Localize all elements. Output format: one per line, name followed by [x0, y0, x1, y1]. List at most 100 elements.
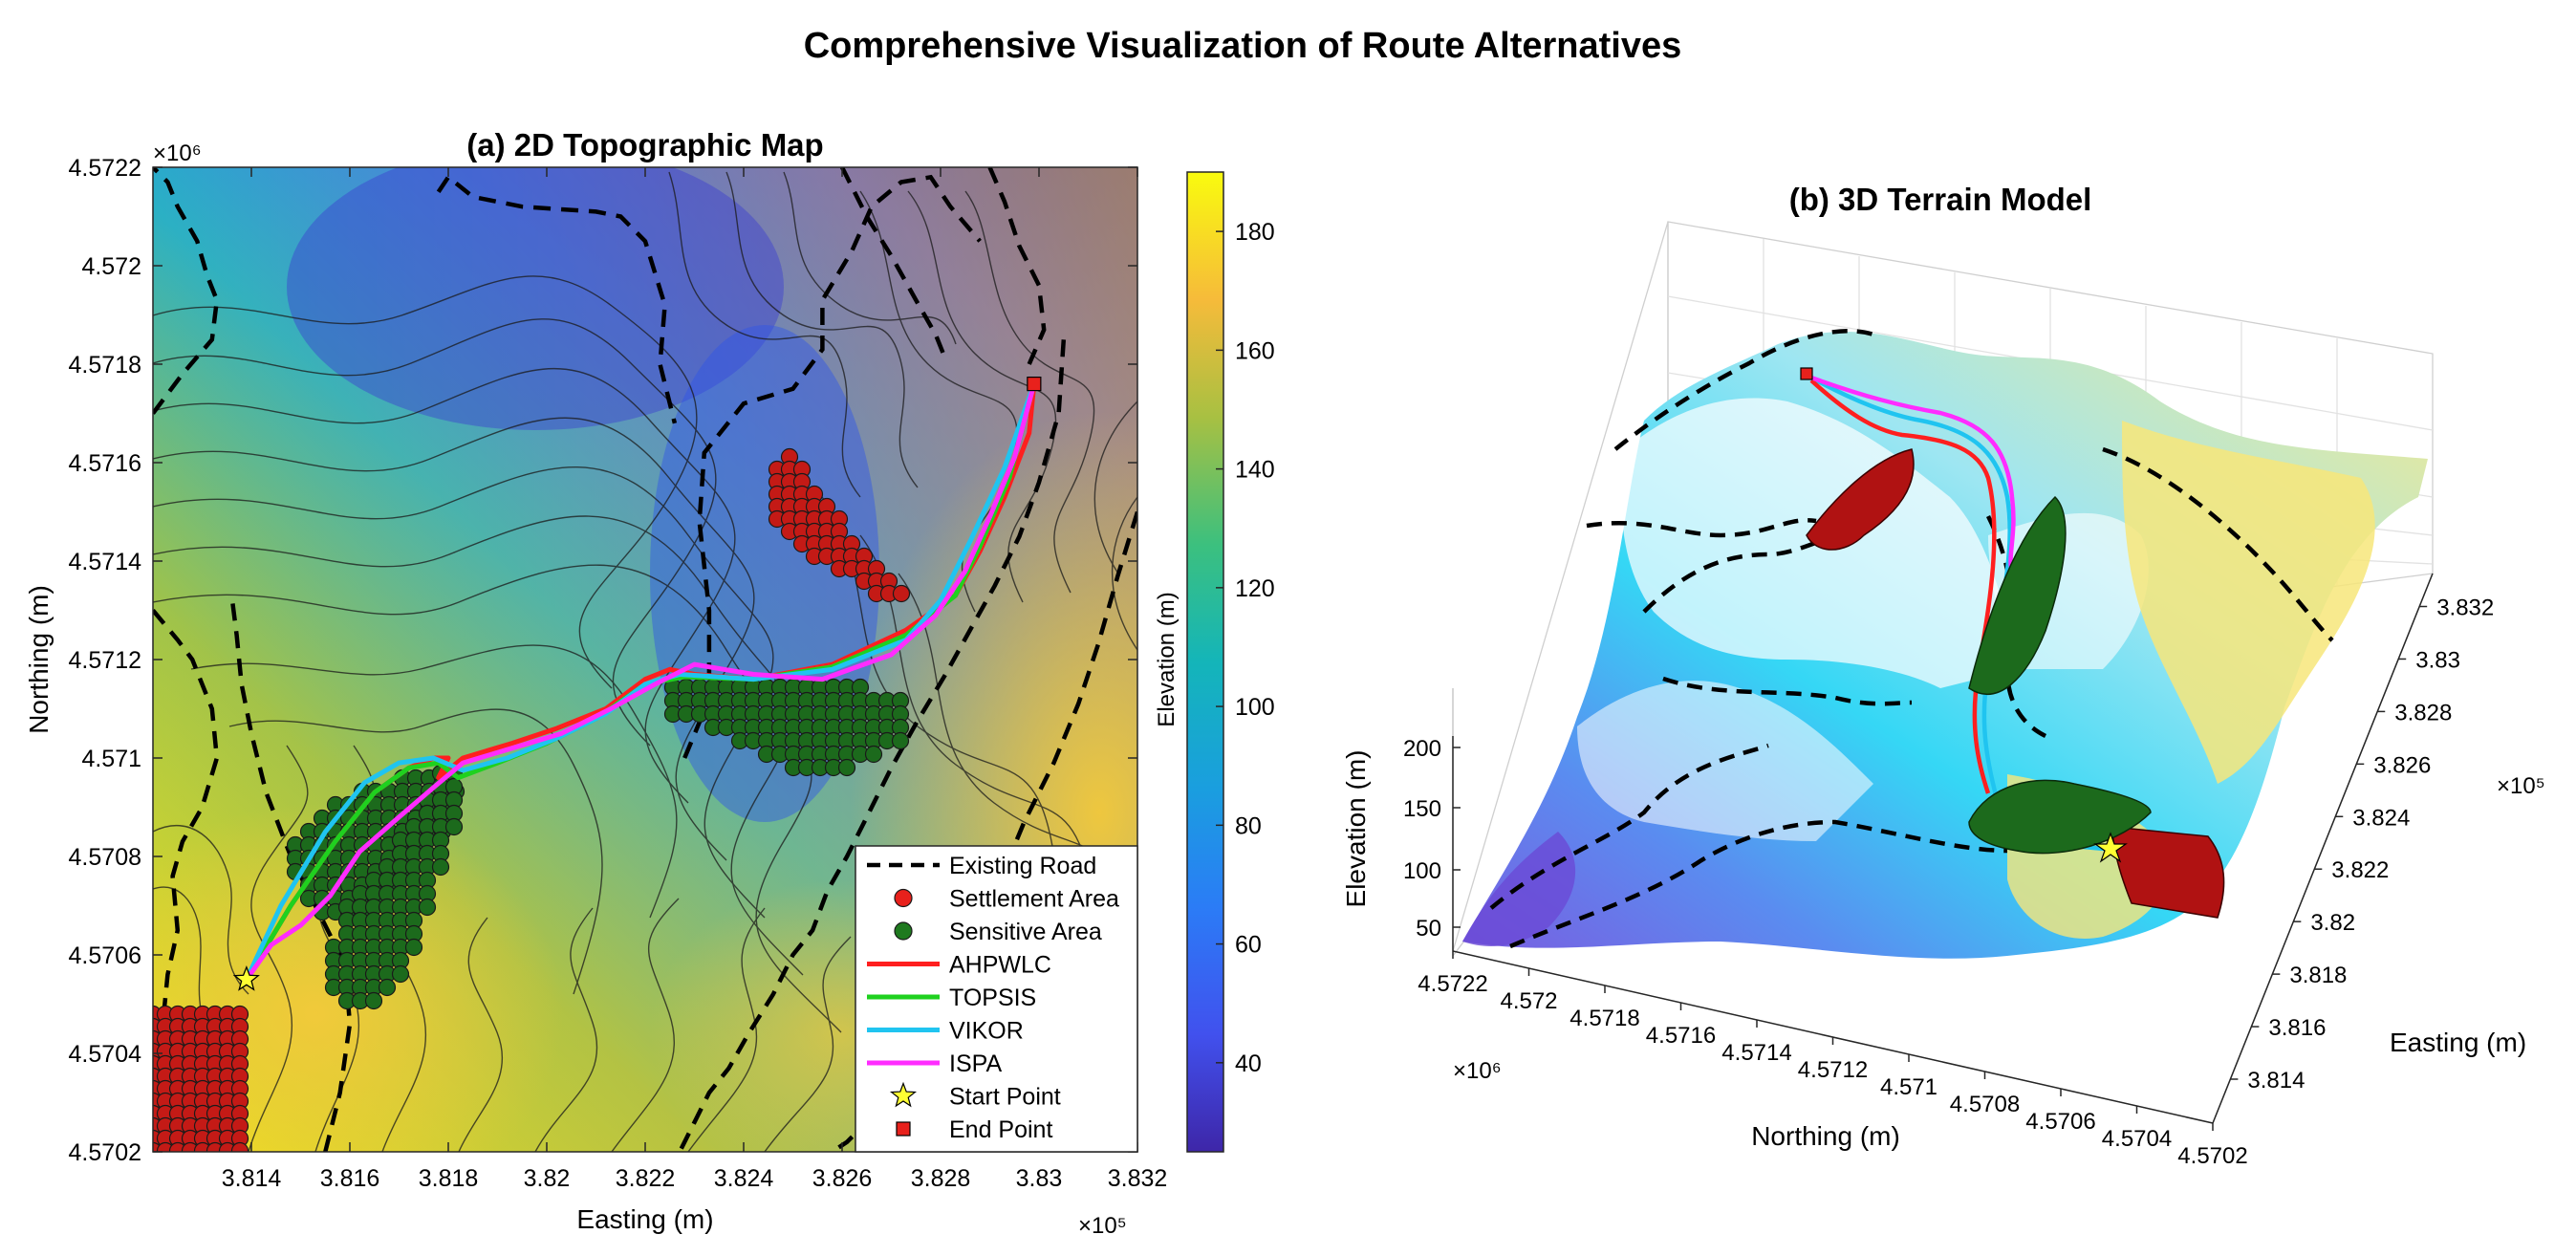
colorbar-tick-label: 100: [1235, 694, 1275, 721]
colorbar-ticks: 40 60 80 100 120 140 160 180: [1216, 219, 1275, 1077]
start-point-marker: [232, 964, 260, 991]
map-overlays: [153, 167, 1137, 1152]
panel-b-x-tick-label: 4.5714: [1721, 1040, 1791, 1066]
terrain-surface: [1462, 329, 2428, 959]
end-point-marker: [1027, 377, 1042, 392]
panel-a-xlabel: Easting (m): [576, 1204, 713, 1234]
sensitive-area-marker: [864, 745, 883, 764]
x-tick-label: 3.82: [524, 1165, 571, 1192]
colorbar-tick-label: 40: [1235, 1050, 1262, 1077]
panel-b-y-tick-label: 3.82: [2310, 910, 2355, 936]
legend-entry-label: AHPWLC: [949, 952, 1051, 979]
existing-road-line: [682, 174, 982, 759]
x-tick-label: 3.828: [911, 1165, 971, 1192]
legend-entry-label: VIKOR: [949, 1018, 1024, 1045]
x-tick-label: 3.822: [616, 1165, 676, 1192]
panel-b-title: (b) 3D Terrain Model: [1789, 182, 2092, 217]
panel-b-x-tick-label: 4.5706: [2025, 1109, 2095, 1135]
y-tick-label: 4.5714: [69, 549, 142, 575]
sensitive-area-marker: [431, 857, 450, 877]
panel-b-x-tick-label: 4.571: [1880, 1074, 1937, 1100]
legend-entry-label: End Point: [949, 1116, 1052, 1143]
existing-road-line: [436, 174, 678, 424]
panel-b-x-tick-label: 4.5712: [1798, 1057, 1868, 1083]
sensitive-area-marker: [378, 978, 397, 997]
x-tick-label: 3.826: [812, 1165, 873, 1192]
sensitive-area-marker: [404, 938, 423, 957]
panel-b-y-tick-label: 3.822: [2331, 857, 2389, 883]
panel-a-y-exponent: ×10⁶: [153, 141, 202, 166]
panel-b-y-tick-label: 3.818: [2289, 963, 2347, 988]
legend-swatch: [896, 1121, 911, 1137]
panel-b-zlabel: Elevation (m): [1341, 750, 1371, 908]
panel-b-y-tick-label: 3.816: [2268, 1015, 2326, 1041]
panel-a-ylabel: Northing (m): [24, 585, 54, 734]
panel-b-z-tick-label: 200: [1403, 736, 1441, 762]
y-tick-label: 4.5716: [69, 450, 141, 477]
panel-b-z-tick-label: 100: [1403, 858, 1441, 884]
y-tick-label: 4.572: [81, 253, 141, 280]
x-tick-label: 3.83: [1016, 1165, 1063, 1192]
colorbar-tick-label: 180: [1235, 219, 1275, 246]
y-tick-label: 4.5708: [69, 844, 141, 871]
route-ispa: [244, 382, 1037, 982]
sensitive-area-marker: [837, 758, 856, 777]
panel-b-x-tick-label: 4.572: [1500, 988, 1557, 1014]
panel-b-y-tick-label: 3.824: [2352, 805, 2410, 831]
3d-sensitive-area: [1968, 495, 2152, 855]
panel-a-title: (a) 2D Topographic Map: [466, 127, 823, 162]
sensitive-area-marker: [418, 898, 437, 917]
y-tick-label: 4.5722: [69, 155, 141, 182]
panel-b-ylabel: Easting (m): [2390, 1028, 2526, 1057]
panel-b-xlabel: Northing (m): [1751, 1121, 1900, 1151]
legend-entry-label: Existing Road: [949, 853, 1096, 879]
sensitive-area-marker: [391, 964, 410, 984]
existing-road-line: [153, 609, 220, 1025]
sensitive-area-marker: [444, 817, 464, 836]
legend-entry-label: Settlement Area: [949, 886, 1119, 913]
panel-b: (b) 3D Terrain Model: [1341, 182, 2545, 1169]
legend-entry-label: Sensitive Area: [949, 919, 1102, 945]
legend-entry-label: Start Point: [949, 1084, 1061, 1111]
settlement-area-marker: [230, 1141, 249, 1152]
colorbar: 40 60 80 100 120 140 160 180 Elevation (m): [1154, 171, 1275, 1153]
sensitive-area-marker: [364, 991, 383, 1010]
figure-title: Comprehensive Visualization of Route Alt…: [804, 26, 1682, 66]
panel-b-y-tick-label: 3.814: [2247, 1068, 2305, 1094]
x-tick-label: 3.818: [419, 1165, 479, 1192]
colorbar-tick-label: 120: [1235, 575, 1275, 602]
panel-b-x-tick-label: 4.5702: [2177, 1143, 2247, 1169]
legend-swatch: [889, 1081, 918, 1108]
settlement-area-marker: [892, 584, 911, 603]
3d-end-point: [1800, 367, 1813, 380]
3d-start-point: [2093, 832, 2128, 863]
panel-b-x-tick-label: 4.5708: [1950, 1092, 2020, 1117]
panel-b-x-tick-label: 4.5704: [2102, 1126, 2172, 1152]
existing-road-line: [831, 510, 1137, 1152]
colorbar-tick-label: 60: [1235, 932, 1262, 959]
panel-b-x-tick-label: 4.5722: [1418, 971, 1487, 997]
panel-b-x-exponent: ×10⁶: [1453, 1058, 1502, 1084]
panel-b-y-axis: [2212, 573, 2434, 1124]
colorbar-tick-label: 140: [1235, 457, 1275, 484]
colorbar-tick-label: 80: [1235, 812, 1262, 839]
existing-road-line: [987, 167, 1047, 365]
y-tick-label: 4.5704: [69, 1041, 142, 1068]
y-tick-label: 4.5706: [69, 942, 141, 969]
legend-entry-label: ISPA: [949, 1050, 1002, 1077]
colorbar-tick-label: 160: [1235, 337, 1275, 364]
y-tick-label: 4.5702: [69, 1139, 141, 1166]
panel-a: (a) 2D Topographic Map: [24, 127, 1275, 1239]
panel-b-y-exponent: ×10⁵: [2497, 773, 2545, 799]
x-tick-label: 3.824: [714, 1165, 774, 1192]
panel-b-x-tick-label: 4.5716: [1646, 1023, 1716, 1049]
panel-b-y-tick-label: 3.826: [2373, 752, 2431, 778]
panel-a-ticks: 3.814 3.816 3.818 3.82 3.822 3.824 3.826 3.828 3…: [69, 155, 1168, 1192]
sensitive-area-marker: [891, 731, 910, 750]
panel-b-x-tick-label: 4.5718: [1569, 1006, 1639, 1031]
panel-b-y-tick-label: 3.828: [2394, 700, 2452, 725]
panel-b-z-tick-label: 150: [1403, 796, 1441, 822]
existing-road-line: [153, 167, 220, 415]
